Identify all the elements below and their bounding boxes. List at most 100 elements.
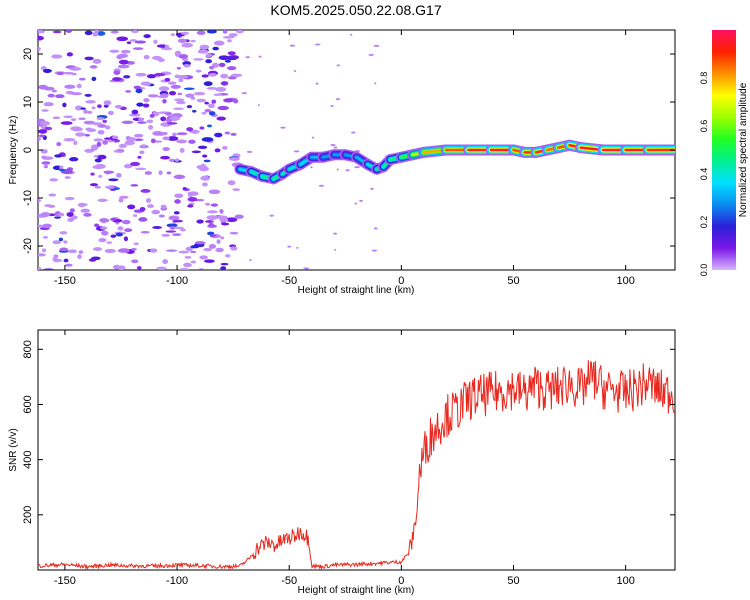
noise-cell <box>71 127 83 132</box>
noise-cell <box>208 72 217 77</box>
noise-cell <box>52 116 61 120</box>
noise-cell <box>142 103 150 108</box>
noise-cell <box>103 170 115 174</box>
chart-title: KOM5.2025.050.22.08.G17 <box>270 2 441 18</box>
noise-cell <box>97 154 107 160</box>
noise-cell <box>57 212 65 217</box>
noise-cell <box>219 209 224 214</box>
noise-cell <box>97 104 102 109</box>
noise-cell <box>91 256 101 261</box>
heatmap-x-axis-label: Height of straight line (km) <box>298 285 415 296</box>
noise-cell <box>202 182 208 187</box>
snr-x-ticks: -150 -100 -50 0 50 100 <box>54 330 635 587</box>
colorbar-tick-label: 0.4 <box>699 168 709 181</box>
noise-cell <box>93 138 104 142</box>
noise-cell <box>230 73 243 78</box>
noise-cell <box>183 262 192 268</box>
colorbar-tick-label: 0.0 <box>699 264 709 277</box>
noise-cell <box>41 248 47 253</box>
noise-cell <box>53 254 59 258</box>
noise-cell <box>229 157 240 161</box>
noise-cell <box>54 154 63 158</box>
noise-cell <box>162 99 167 104</box>
noise-cell <box>158 170 163 176</box>
noise-cell <box>51 89 57 93</box>
noise-cell <box>56 71 65 76</box>
noise-cell <box>114 104 123 109</box>
noise-cell <box>208 244 217 249</box>
noise-cell <box>131 30 139 34</box>
noise-cell <box>134 40 147 44</box>
noise-cell <box>330 144 336 147</box>
noise-cell <box>135 167 147 171</box>
noise-cell <box>116 172 122 178</box>
noise-cell <box>216 116 226 121</box>
x-tick-label: -50 <box>281 575 297 587</box>
noise-cell <box>201 137 214 142</box>
y-tick-label: 0 <box>22 147 34 153</box>
noise-cell <box>125 137 137 142</box>
noise-cell <box>221 222 230 226</box>
noise-cell <box>98 174 103 178</box>
noise-cell <box>132 214 138 217</box>
noise-cell <box>38 35 44 41</box>
noise-cell <box>104 125 111 130</box>
noise-cell <box>176 66 181 70</box>
noise-cell <box>40 212 51 217</box>
noise-cell <box>220 236 225 240</box>
noise-cell <box>97 198 108 202</box>
noise-cell <box>62 102 67 108</box>
noise-cell <box>303 267 310 270</box>
noise-cell <box>172 233 182 237</box>
noise-cell <box>132 47 144 51</box>
noise-cell <box>70 215 78 220</box>
noise-cell <box>202 175 209 179</box>
noise-cell <box>176 32 183 38</box>
noise-cell <box>70 118 77 121</box>
noise-cell <box>63 240 68 244</box>
snr-x-axis-label: Height of straight line (km) <box>298 585 415 596</box>
noise-cell <box>133 133 144 138</box>
noise-cell <box>38 46 41 52</box>
noise-cell <box>172 219 184 223</box>
noise-cell <box>130 161 141 167</box>
noise-cell <box>190 96 196 100</box>
noise-cell <box>212 62 219 68</box>
noise-cell <box>207 210 218 214</box>
noise-cell <box>184 255 192 259</box>
noise-cell <box>193 91 206 96</box>
noise-cell <box>185 246 193 252</box>
noise-cell <box>38 137 41 141</box>
x-tick-label: 100 <box>616 575 634 587</box>
noise-cell <box>215 247 224 253</box>
noise-cell <box>203 247 213 252</box>
noise-cell <box>150 138 156 144</box>
noise-cell <box>246 150 253 153</box>
noise-cell <box>84 133 90 137</box>
noise-cell <box>166 223 178 228</box>
noise-cell <box>162 136 170 141</box>
noise-cell <box>94 223 100 228</box>
noise-cell <box>65 30 72 33</box>
noise-cell <box>80 107 86 110</box>
noise-cell <box>146 204 154 209</box>
noise-cell <box>202 154 208 158</box>
noise-cell <box>201 111 207 115</box>
noise-cell <box>109 217 117 221</box>
noise-cell <box>334 248 337 251</box>
noise-cell <box>220 73 229 79</box>
noise-cell <box>143 54 150 60</box>
noise-cell <box>38 267 42 270</box>
noise-cell <box>38 253 46 257</box>
noise-cell <box>181 42 194 48</box>
noise-cell <box>90 172 95 176</box>
noise-cell <box>293 150 300 153</box>
snr-y-axis-label: SNR (v/v) <box>8 428 19 471</box>
noise-cell <box>133 85 141 90</box>
noise-cell <box>52 240 62 245</box>
noise-cell <box>140 189 151 193</box>
noise-cell <box>43 86 55 91</box>
noise-cell <box>78 250 84 254</box>
noise-cell <box>38 198 41 203</box>
noise-cell <box>121 120 134 124</box>
